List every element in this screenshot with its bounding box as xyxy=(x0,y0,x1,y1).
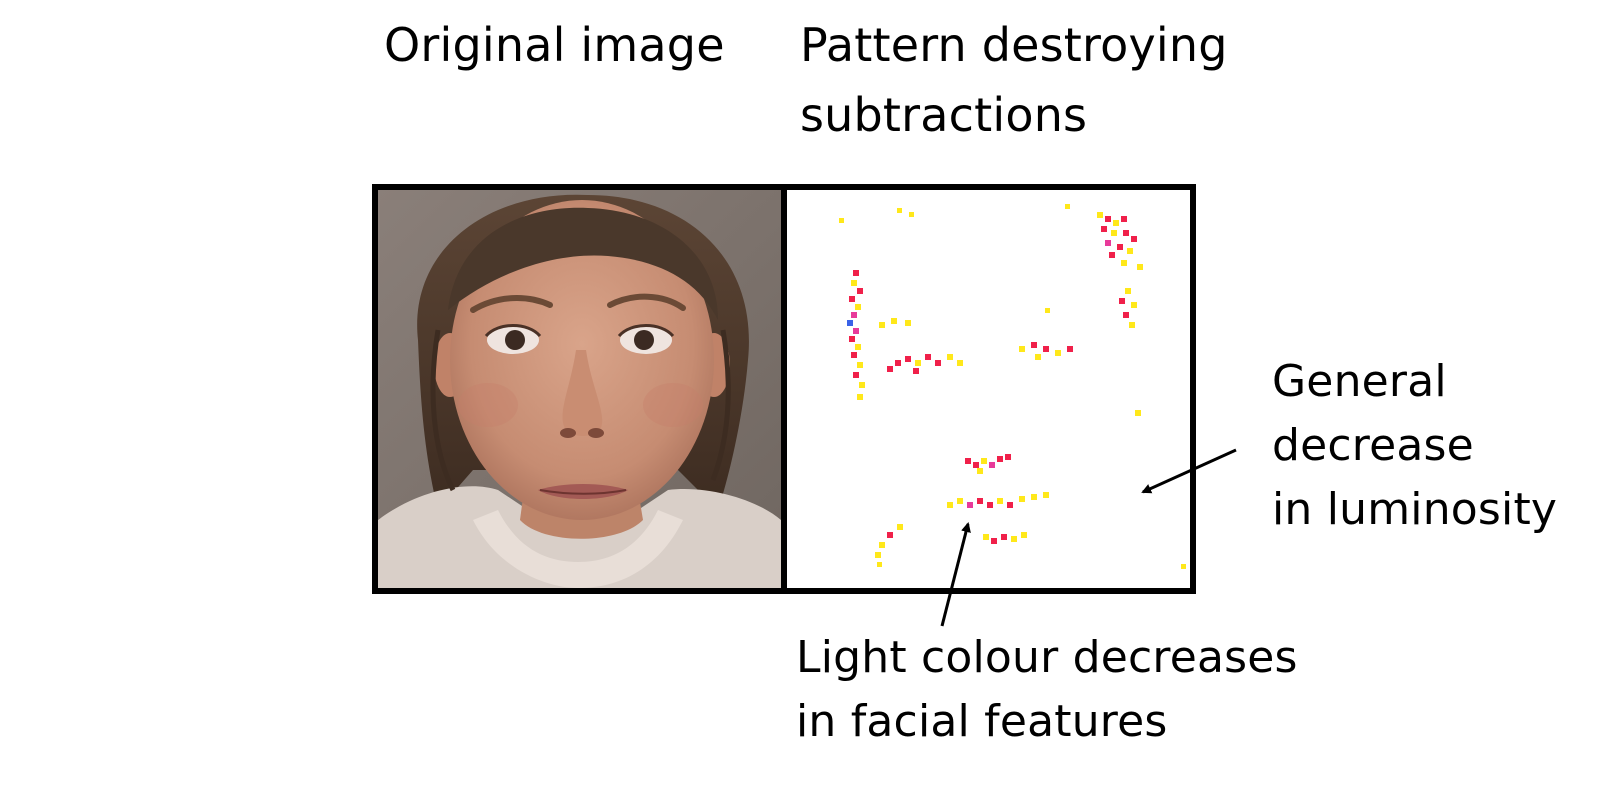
light-colour-decrease-annotation: Light colour decreases in facial feature… xyxy=(796,632,1298,747)
subtraction-specks xyxy=(839,204,1186,569)
arrow-general-decrease xyxy=(1141,448,1237,494)
original-face-image xyxy=(378,190,781,588)
arrow-light-colour-decrease xyxy=(940,522,971,627)
subtraction-map-image xyxy=(787,190,1190,588)
original-image-title: Original image xyxy=(384,18,725,72)
image-panels-frame xyxy=(372,184,1196,594)
original-face-illustration xyxy=(378,190,781,588)
general-decrease-annotation: General decrease in luminosity xyxy=(1272,356,1558,535)
pattern-destroying-subtractions-title: Pattern destroying subtractions xyxy=(800,18,1228,142)
